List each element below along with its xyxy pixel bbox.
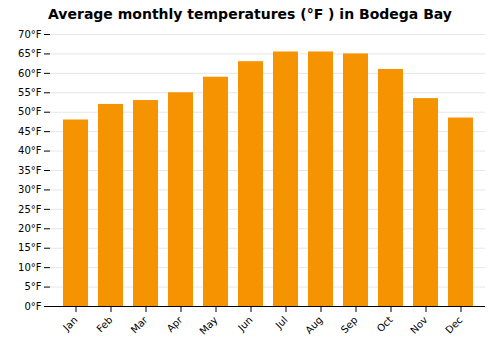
html-text:Average monthly temperatures (: Average monthly temperatures (°F ) in Bo… [48,6,452,22]
svg-text:5°F: 5°F [24,281,41,292]
svg-text:Nov: Nov [408,314,430,336]
svg-text:55°F: 55°F [18,87,42,98]
svg-text:Feb: Feb [94,314,114,334]
svg-text:30°F: 30°F [18,184,42,195]
svg-text:40°F: 40°F [18,145,42,156]
svg-text:60°F: 60°F [18,68,42,79]
svg-text:Apr: Apr [165,314,186,335]
svg-text:Aug: Aug [303,314,325,336]
svg-text:45°F: 45°F [18,126,42,137]
svg-text:Dec: Dec [443,314,464,335]
svg-text:15°F: 15°F [18,242,42,253]
svg-text:Jul: Jul [273,314,290,331]
svg-text:May: May [197,314,219,336]
svg-text:20°F: 20°F [18,223,42,234]
svg-text:10°F: 10°F [18,262,42,273]
svg-text:Jun: Jun [235,314,255,334]
svg-text:Jan: Jan [60,314,79,333]
svg-text:Mar: Mar [129,314,151,336]
svg-text:35°F: 35°F [18,165,42,176]
svg-text:70°F: 70°F [18,29,42,40]
svg-text:0°F: 0°F [24,301,41,312]
svg-text:50°F: 50°F [18,106,42,117]
svg-text:25°F: 25°F [18,204,42,215]
svg-text:Sep: Sep [339,314,360,335]
svg-text:Oct: Oct [375,314,395,334]
svg-text:65°F: 65°F [18,48,42,59]
